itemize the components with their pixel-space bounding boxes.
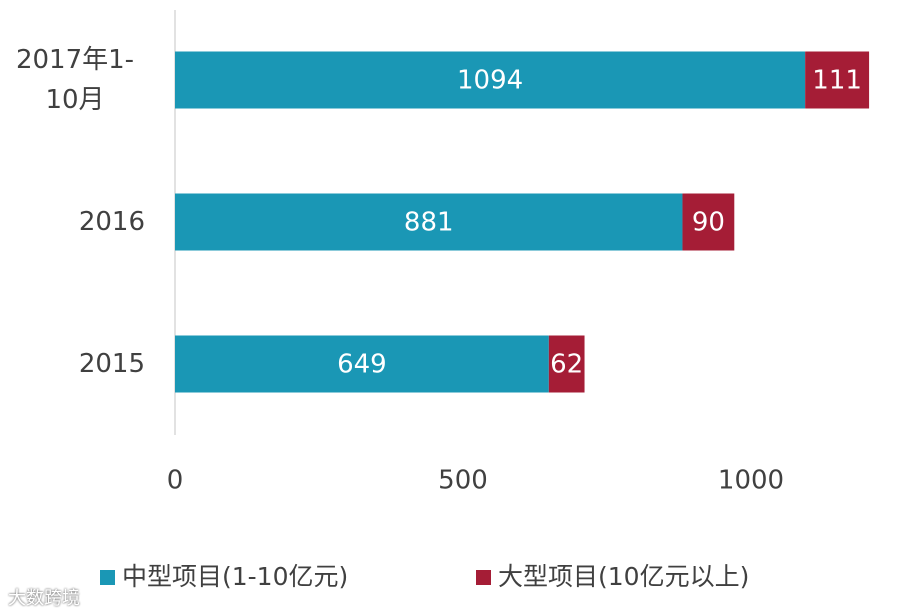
bar-segment	[682, 193, 735, 251]
data-label: 881	[404, 208, 454, 238]
data-label: 111	[812, 66, 862, 96]
y-tick-label: 2015	[78, 349, 145, 379]
legend-swatch	[100, 570, 115, 585]
data-label: 62	[550, 350, 583, 380]
y-tick-label-box: 2017年1-10月	[5, 40, 145, 120]
legend-swatch	[476, 570, 491, 585]
x-tick-label: 1000	[718, 466, 784, 496]
x-tick-label: 0	[167, 466, 184, 496]
bar-segment	[548, 335, 585, 393]
legend-label: 大型项目(10亿元以上)	[498, 562, 749, 591]
bar-segment	[175, 193, 683, 251]
data-label: 90	[692, 208, 725, 238]
y-tick-label: 2016	[78, 207, 145, 237]
y-tick-label: 2017年1-10月	[15, 45, 135, 115]
watermark: 大数跨境	[8, 588, 80, 609]
y-tick-label-box: 2016	[79, 182, 145, 262]
y-tick-label-box: 2015	[79, 324, 145, 404]
x-tick-label: 500	[438, 466, 488, 496]
bar-segment	[175, 335, 549, 393]
data-label: 1094	[457, 66, 523, 96]
data-label: 649	[337, 350, 387, 380]
bar-segment	[805, 51, 870, 109]
legend-label: 中型项目(1-10亿元)	[122, 562, 348, 591]
bar-segment	[175, 51, 806, 109]
